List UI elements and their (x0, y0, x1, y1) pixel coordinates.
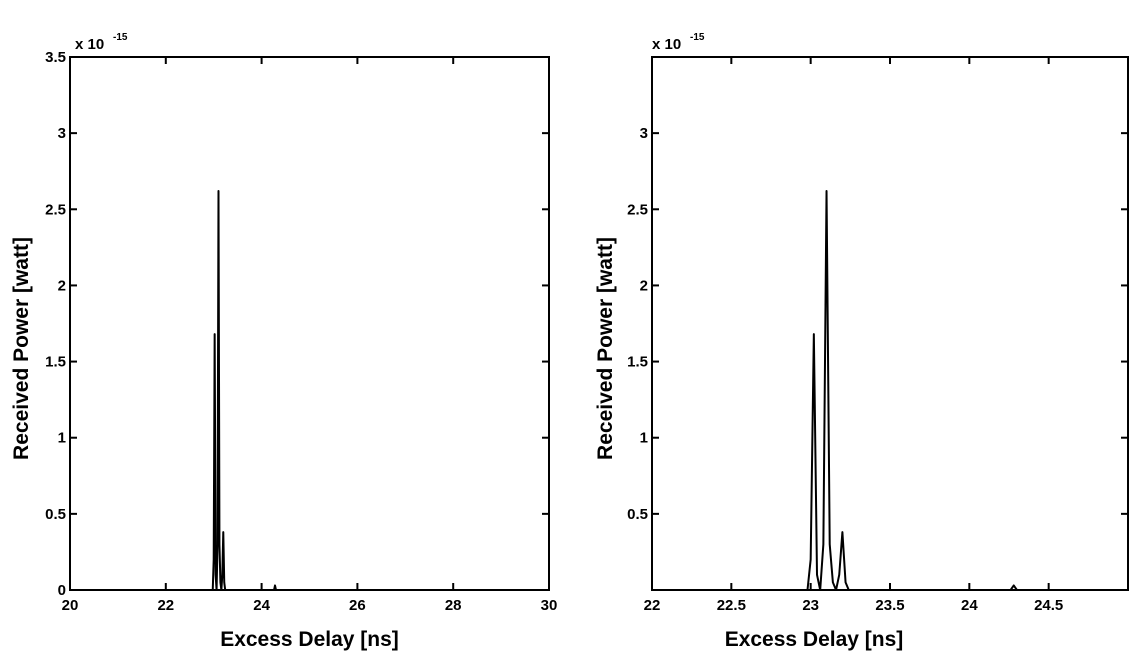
x-tick-label: 30 (541, 597, 558, 614)
plot-frame (69, 56, 550, 591)
axis-multiplier: x 10 (652, 36, 681, 53)
x-tick-label: 23 (802, 597, 819, 614)
plot-frame (651, 56, 1129, 591)
chart-panel: 20 22 24 26 28 30 0 0.5 1 1.5 2 2.5 3 3.5 x 10 -15 Exces… (10, 32, 557, 651)
x-axis-title: Excess Delay [ns] (220, 628, 399, 651)
y-axis-title: Received Power [watt] (594, 237, 617, 460)
y-tick-label: 2 (640, 277, 648, 294)
data-line (652, 190, 1128, 590)
y-tick-label: 0 (58, 582, 66, 599)
y-tick-label: 2.5 (627, 201, 648, 218)
x-tick-label: 24 (253, 597, 270, 614)
x-tick-label: 26 (349, 597, 366, 614)
x-tick-label: 22 (157, 597, 174, 614)
plot-area (70, 190, 549, 590)
axis-multiplier-exponent: -15 (113, 32, 128, 43)
chart-panel: 22 22.5 23 23.5 24 24.50.511.522.53x 10 -15Exc… (594, 32, 1129, 651)
x-axis-title: Excess Delay [ns] (725, 628, 904, 651)
y-tick-label: 1.5 (627, 354, 648, 371)
y-tick-label: 0.5 (45, 506, 66, 523)
y-tick-label: 1.5 (45, 354, 66, 371)
y-tick-label: 1 (58, 430, 66, 447)
y-tick-label: 1 (640, 430, 648, 447)
data-line (70, 190, 549, 590)
axis-multiplier: x 10 (75, 36, 104, 53)
y-tick-label: 2.5 (45, 201, 66, 218)
x-tick-label: 24 (961, 597, 978, 614)
y-tick-label: 0.5 (627, 506, 648, 523)
plot-area (652, 190, 1128, 590)
y-tick-label: 3 (640, 125, 648, 142)
x-tick-label: 22.5 (717, 597, 746, 614)
x-tick-label: 24.5 (1034, 597, 1063, 614)
x-tick-label: 23.5 (875, 597, 904, 614)
x-tick-label: 28 (445, 597, 462, 614)
y-tick-label: 2 (58, 277, 66, 294)
y-axis-title: Received Power [watt] (10, 237, 33, 460)
y-tick-label: 3.5 (45, 49, 66, 66)
axis-multiplier-exponent: -15 (690, 32, 705, 43)
x-tick-label: 22 (644, 597, 661, 614)
y-tick-label: 3 (58, 125, 66, 142)
x-tick-label: 20 (62, 597, 79, 614)
